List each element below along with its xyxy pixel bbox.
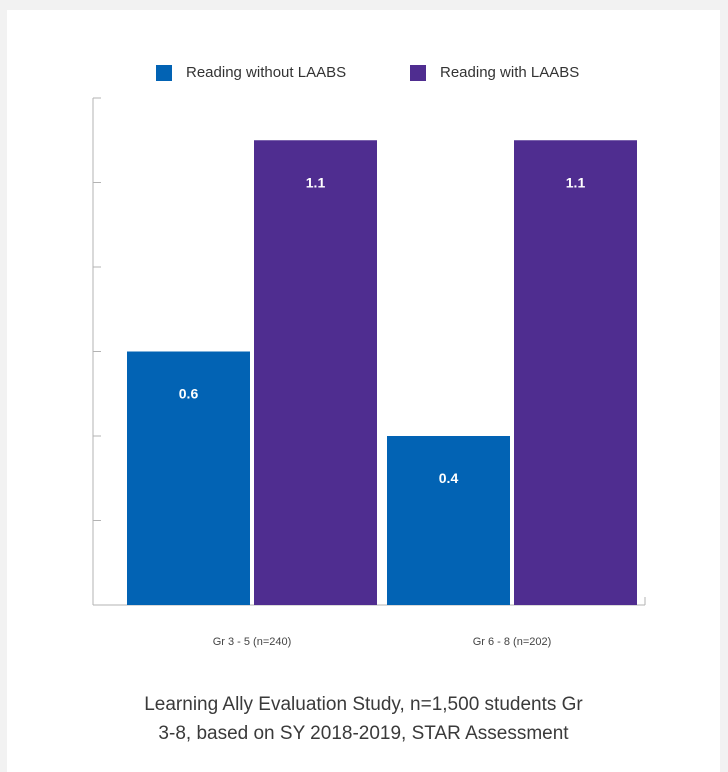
chart-card: Reading without LAABS Reading with LAABS… <box>7 10 720 772</box>
caption-line-1: Learning Ally Evaluation Study, n=1,500 … <box>144 694 583 715</box>
legend-item-with-laabs: Reading with LAABS <box>410 64 579 81</box>
bar-with-laabs-1 <box>254 140 377 605</box>
legend-label-with-laabs: Reading with LAABS <box>440 64 580 81</box>
bar-value-label-with-2: 1.1 <box>566 174 586 190</box>
legend-label-without-laabs: Reading without LAABS <box>186 64 347 81</box>
caption-line-2: 3-8, based on SY 2018-2019, STAR Assessm… <box>158 723 569 744</box>
legend-swatch-without-laabs <box>156 64 172 81</box>
bar-value-label-without-2: 0.4 <box>439 470 459 486</box>
bar-with-laabs-2 <box>514 140 637 605</box>
bar-without-laabs-1 <box>127 351 250 605</box>
bar-value-label-with-1: 1.1 <box>306 174 326 190</box>
bar-chart: 0.6 1.1 Gr 3 - 5 (n=240) 0.4 1.1 Gr 6 - 8 (n=… <box>92 97 646 648</box>
legend: Reading without LAABS Reading with LAABS <box>7 64 720 88</box>
x-tick-label-1: Gr 3 - 5 (n=240) <box>213 636 292 648</box>
legend-swatch-with-laabs <box>410 64 426 81</box>
bar-without-laabs-2 <box>387 436 510 605</box>
bar-value-label-without-1: 0.6 <box>179 386 199 402</box>
legend-item-without-laabs: Reading without LAABS <box>156 64 346 81</box>
chart-caption: Learning Ally Evaluation Study, n=1,500 … <box>7 690 720 748</box>
x-tick-label-2: Gr 6 - 8 (n=202) <box>473 636 552 648</box>
